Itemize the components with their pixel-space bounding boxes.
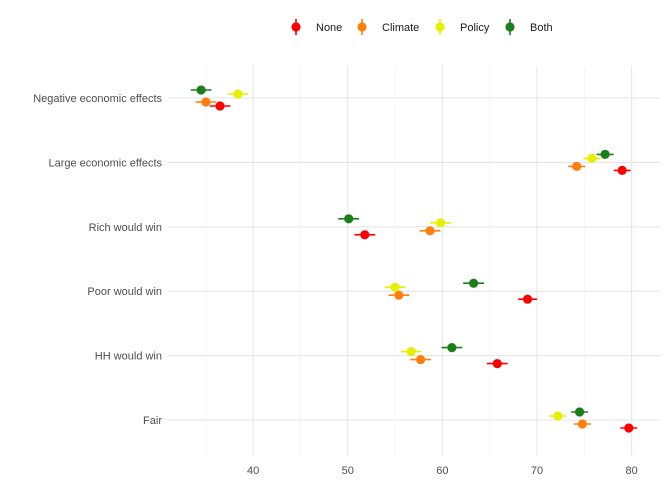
legend-key-point [291,22,301,32]
data-point [447,343,457,353]
legend-item-none: None [291,19,342,35]
data-point [469,278,479,288]
plot-marks [190,85,638,433]
legend-label: Climate [382,22,419,34]
series-climate [195,97,591,429]
data-point [425,226,435,236]
legend-item-climate: Climate [357,19,419,35]
legend-item-both: Both [505,19,553,35]
data-point [390,282,400,292]
y-tick-label: Negative economic effects [33,93,162,105]
legend-label: Policy [460,22,490,34]
data-point [572,161,582,171]
data-point [617,165,627,175]
series-none [209,101,638,433]
data-point [215,101,225,111]
data-point [201,97,211,107]
x-tick-label: 60 [436,465,448,477]
legend: None Climate Policy Both [291,19,553,35]
y-tick-label: HH would win [95,351,162,363]
data-point [492,359,502,369]
data-point [406,347,416,357]
grid [168,66,660,456]
data-point [600,149,610,159]
y-axis-labels: Negative economic effects Large economic … [33,93,162,427]
legend-label: Both [530,22,553,34]
x-tick-label: 70 [531,465,543,477]
x-tick-label: 80 [625,465,637,477]
data-point [394,290,404,300]
legend-label: None [316,22,342,34]
data-point [624,423,634,433]
legend-key-point [505,22,515,32]
data-point [360,230,370,240]
x-axis-labels: 40 50 60 70 80 [247,465,638,477]
x-tick-label: 40 [247,465,259,477]
legend-item-policy: Policy [435,19,490,35]
data-point [587,153,597,163]
y-tick-label: Poor would win [87,286,162,298]
data-point [416,355,426,365]
series-policy [227,89,601,421]
data-point [344,214,354,224]
legend-key-point [435,22,445,32]
legend-key-point [357,22,367,32]
data-point [522,294,533,304]
data-point [553,411,563,421]
y-tick-label: Fair [143,415,162,427]
data-point [196,85,206,95]
y-tick-label: Rich would win [89,222,162,234]
data-point [577,419,588,429]
series-both [190,85,614,417]
data-point [574,407,585,417]
data-point [435,218,446,228]
y-tick-label: Large economic effects [48,157,162,169]
x-tick-label: 50 [342,465,354,477]
data-point [233,89,243,99]
